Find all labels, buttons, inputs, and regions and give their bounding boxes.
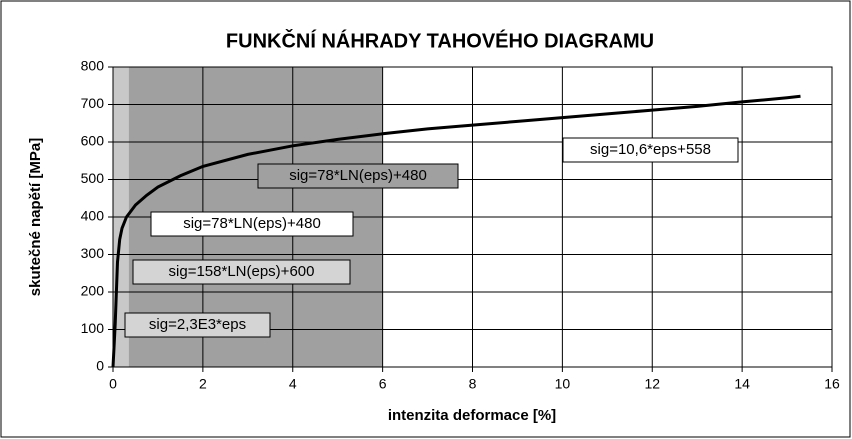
x-tick-label: 8 (469, 376, 477, 392)
x-tick-label: 10 (555, 376, 571, 392)
x-tick-label: 14 (734, 376, 750, 392)
x-tick-label: 0 (109, 376, 117, 392)
plot-border (112, 66, 833, 368)
annotation: sig=78*LN(eps)+480 (289, 167, 427, 184)
annotation-box (150, 211, 354, 237)
annotation: sig=78*LN(eps)+480 (183, 215, 321, 232)
chart-title: FUNKČNÍ NÁHRADY TAHOVÉHO DIAGRAMU (226, 28, 654, 52)
annotation: sig=158*LN(eps)+600 (169, 263, 315, 280)
y-tick-label: 600 (81, 133, 105, 149)
annotation-box (257, 163, 459, 189)
y-tick-label: 700 (81, 95, 105, 111)
y-tick-label: 800 (81, 58, 105, 74)
annotation: sig=10,6*eps+558 (590, 141, 711, 158)
annotation: sig=2,3E3*eps (149, 316, 246, 333)
y-tick-label: 100 (81, 320, 105, 336)
x-tick-label: 2 (199, 376, 207, 392)
y-tick-label: 200 (81, 283, 105, 299)
annotation-box (124, 312, 271, 338)
y-tick-label: 0 (96, 358, 104, 374)
annotation-box (562, 137, 739, 163)
data-line (111, 94, 801, 368)
x-tick-label: 4 (289, 376, 297, 392)
y-axis-label: skutečné napětí [MPa] (27, 138, 44, 296)
x-tick-label: 16 (824, 376, 840, 392)
x-tick-label: 6 (379, 376, 387, 392)
y-tick-label: 400 (81, 208, 105, 224)
y-tick-label: 300 (81, 245, 105, 261)
y-tick-label: 500 (81, 170, 105, 186)
x-tick-label: 12 (644, 376, 660, 392)
annotation-box (132, 259, 351, 285)
x-axis-label: intenzita deformace [%] (388, 407, 556, 424)
